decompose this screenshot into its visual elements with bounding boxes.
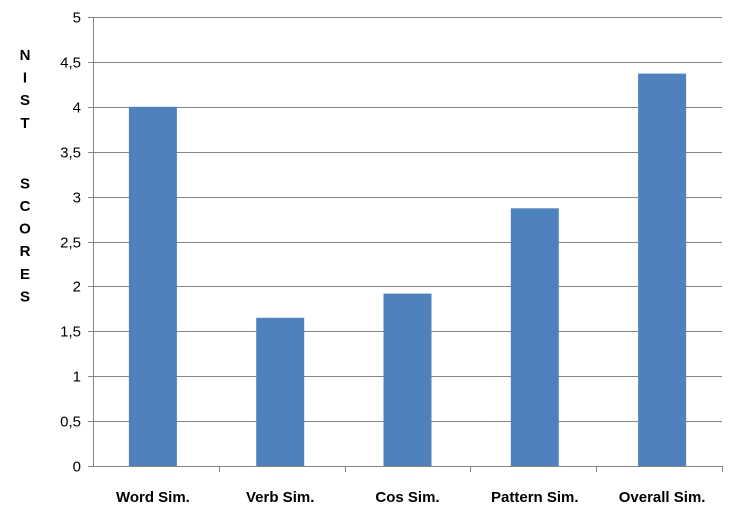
y-tick-label: 3,5: [60, 145, 81, 162]
x-category-label: Cos Sim.: [375, 489, 439, 506]
y-tick-label: 4,5: [60, 55, 81, 72]
x-category-label: Pattern Sim.: [491, 489, 579, 506]
y-axis-label-letter: T: [20, 115, 29, 132]
y-tick-labels: 0 0,5 1 1,5 2 2,5 3 3,5 4 4,5 5: [60, 10, 81, 476]
y-tick-label: 3: [73, 190, 81, 207]
bar-overall-sim: [638, 73, 687, 466]
x-category-labels: Word Sim. Verb Sim. Cos Sim. Pattern Sim. Ov…: [116, 489, 706, 506]
y-tick-label: 0: [73, 459, 81, 476]
y-axis-label-letter: C: [20, 198, 31, 215]
y-axis-label-letter: S: [20, 175, 30, 192]
y-axis-label-letter: O: [19, 221, 31, 238]
y-axis-label-letter: I: [23, 70, 27, 87]
bar-pattern-sim: [510, 208, 559, 467]
y-tick-label: 0,5: [60, 414, 81, 431]
y-tick-label: 5: [73, 10, 81, 27]
x-category-label: Overall Sim.: [619, 489, 706, 506]
y-axis-label-letter: N: [20, 47, 31, 64]
y-tick-label: 2: [73, 279, 81, 296]
x-category-label: Word Sim.: [116, 489, 190, 506]
bar-cos-sim: [383, 293, 432, 466]
axes: [88, 17, 723, 472]
bars: [128, 73, 687, 467]
y-tick-label: 2,5: [60, 235, 81, 252]
y-tick-label: 1,5: [60, 324, 81, 341]
y-axis-label-letter: S: [20, 288, 30, 305]
y-tick-label: 1: [73, 369, 81, 386]
y-axis-label-letter: E: [20, 266, 30, 283]
y-axis-label-letter: S: [20, 92, 30, 109]
bar-word-sim: [128, 106, 177, 467]
y-tick-label: 4: [73, 100, 81, 117]
gridlines: [93, 17, 722, 422]
x-category-label: Verb Sim.: [246, 489, 314, 506]
bar-verb-sim: [256, 317, 305, 466]
y-axis-label-letter: R: [20, 243, 31, 260]
